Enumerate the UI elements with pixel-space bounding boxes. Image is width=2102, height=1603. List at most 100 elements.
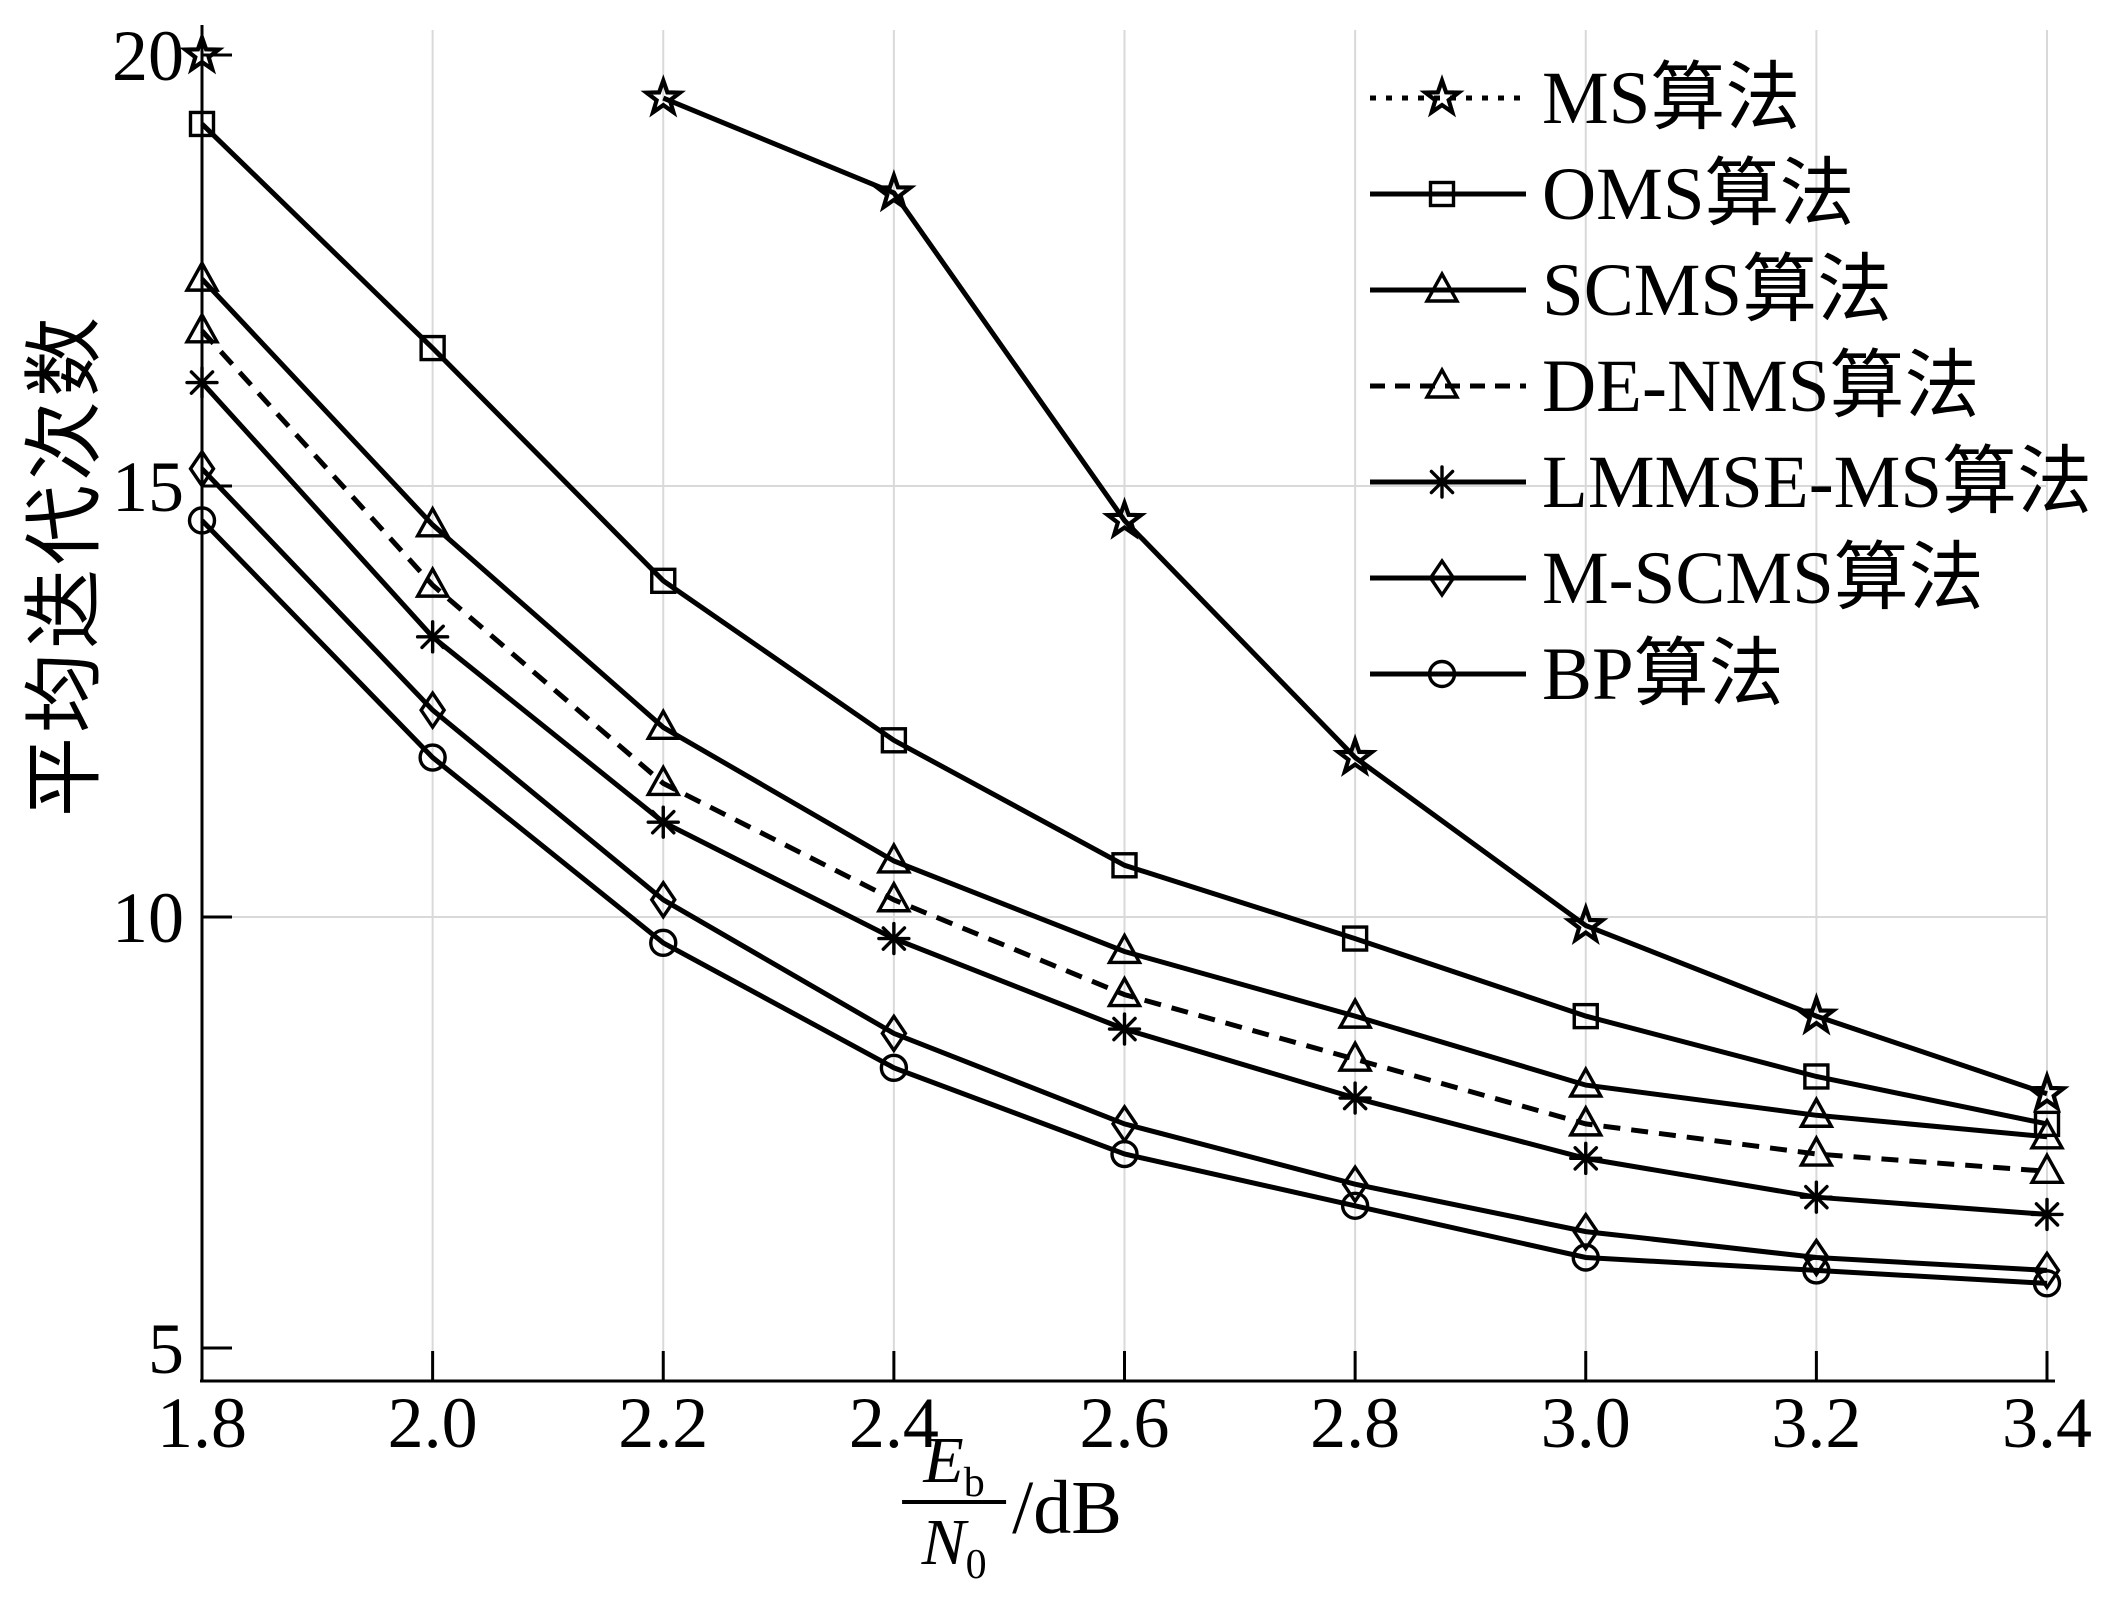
triangle-marker: [1106, 931, 1143, 965]
triangle-marker: [1424, 366, 1460, 399]
legend-line-sample: [1370, 659, 1526, 689]
diamond-marker: [1341, 1164, 1369, 1205]
asterisk-marker: [1799, 1180, 1834, 1214]
x-tick-label: 3.4: [2002, 1383, 2092, 1463]
star-marker: [871, 168, 917, 213]
triangle-marker: [1424, 270, 1460, 303]
series-3: [184, 311, 2065, 1184]
gridlines: [202, 30, 2048, 1381]
legend: MS算法 OMS算法 SCMS算法 DE-NMS算法 LMMSE-MS算法 M-SCMS算…: [1368, 50, 2092, 722]
square-marker: [1428, 180, 1456, 208]
asterisk-marker: [1338, 1081, 1372, 1115]
triangle-marker: [875, 880, 912, 913]
asterisk-marker: [877, 921, 911, 956]
asterisk-marker: [415, 620, 450, 654]
x-tick-label: 3.2: [1771, 1383, 1861, 1463]
square-marker: [650, 567, 677, 595]
diamond-marker: [1572, 1211, 1600, 1252]
diamond-marker: [188, 448, 216, 489]
diamond-marker: [2033, 1250, 2061, 1291]
triangle-marker: [1798, 1095, 1835, 1128]
star-marker: [179, 31, 225, 75]
asterisk-marker: [1107, 1012, 1142, 1046]
asterisk-marker: [1569, 1141, 1603, 1176]
legend-item: SCMS算法: [1368, 242, 2092, 338]
x-axis-unit: /dB: [1012, 1465, 1122, 1550]
x-tick-label: 2.8: [1310, 1383, 1400, 1463]
legend-label: SCMS算法: [1542, 248, 1893, 332]
legend-item: M-SCMS算法: [1368, 530, 2092, 626]
square-marker: [880, 727, 908, 754]
star-marker: [1332, 733, 1378, 777]
circle-marker: [1571, 1243, 1600, 1272]
diamond-marker: [1428, 557, 1456, 599]
square-marker: [1111, 852, 1138, 879]
diamond-marker: [880, 1013, 908, 1054]
star-marker: [1419, 74, 1465, 118]
x-tick-label: 2.2: [618, 1383, 708, 1463]
y-tick-label: 10: [112, 878, 184, 958]
asterisk-marker: [2030, 1197, 2064, 1232]
x-tick-label: 1.8: [157, 1383, 247, 1463]
series-0: [179, 31, 2070, 1114]
circle-marker: [2032, 1269, 2062, 1298]
series-4: [185, 365, 2064, 1232]
triangle-marker: [1798, 1134, 1835, 1167]
legend-item: MS算法: [1368, 50, 2092, 146]
legend-line-sample: [1370, 366, 1526, 399]
square-marker: [188, 110, 216, 138]
circle-marker: [1110, 1139, 1139, 1169]
diamond-marker: [1802, 1237, 1830, 1278]
series-2: [184, 259, 2065, 1150]
series-line: [200, 277, 2048, 1140]
circle-marker: [1427, 659, 1457, 689]
circle-marker: [1340, 1191, 1370, 1220]
triangle-marker: [1337, 1039, 1374, 1072]
asterisk-marker: [646, 805, 680, 839]
asterisk-marker: [185, 365, 219, 400]
series-line: [200, 467, 2048, 1273]
fraction-bar: [902, 1500, 1007, 1504]
triangle-marker: [1337, 996, 1374, 1029]
series-line: [200, 518, 2048, 1286]
legend-item: DE-NMS算法: [1368, 338, 2092, 434]
x-tick-label: 2.6: [1080, 1383, 1170, 1463]
legend-line-sample: [1370, 74, 1526, 118]
legend-item: BP算法: [1368, 626, 2092, 722]
triangle-marker: [184, 259, 220, 292]
legend-label: LMMSE-MS算法: [1542, 440, 2093, 524]
triangle-marker: [645, 763, 682, 797]
legend-item: LMMSE-MS算法: [1368, 434, 2092, 530]
tick-labels: 1.8 2.0 2.2 2.4 2.6 2.8 3.0 3.2 3.4 5 10 15 20: [112, 16, 2092, 1463]
legend-label: MS算法: [1542, 56, 1801, 140]
x-tick-label: 2.0: [388, 1383, 478, 1463]
triangle-marker: [1106, 975, 1143, 1008]
circle-marker: [1802, 1256, 1831, 1285]
square-marker: [1572, 1002, 1599, 1030]
series-line: [662, 95, 2048, 1097]
asterisk-marker: [1425, 465, 1459, 499]
y-tick-label: 15: [112, 447, 184, 527]
triangle-marker: [414, 565, 451, 598]
legend-line-sample: [1370, 270, 1526, 303]
star-marker: [640, 74, 686, 118]
axes: [200, 25, 2055, 1383]
series-6: [187, 506, 2062, 1298]
legend-label: OMS算法: [1542, 152, 1855, 236]
square-marker: [419, 334, 446, 362]
legend-label: DE-NMS算法: [1542, 344, 1980, 428]
series-1: [188, 110, 2061, 1138]
star-marker: [1562, 901, 1609, 946]
diamond-marker: [649, 879, 677, 920]
triangle-marker: [2029, 1151, 2065, 1184]
circle-marker: [649, 928, 678, 958]
legend-item: OMS算法: [1368, 146, 2092, 242]
triangle-marker: [645, 707, 682, 741]
circle-marker: [879, 1053, 909, 1083]
